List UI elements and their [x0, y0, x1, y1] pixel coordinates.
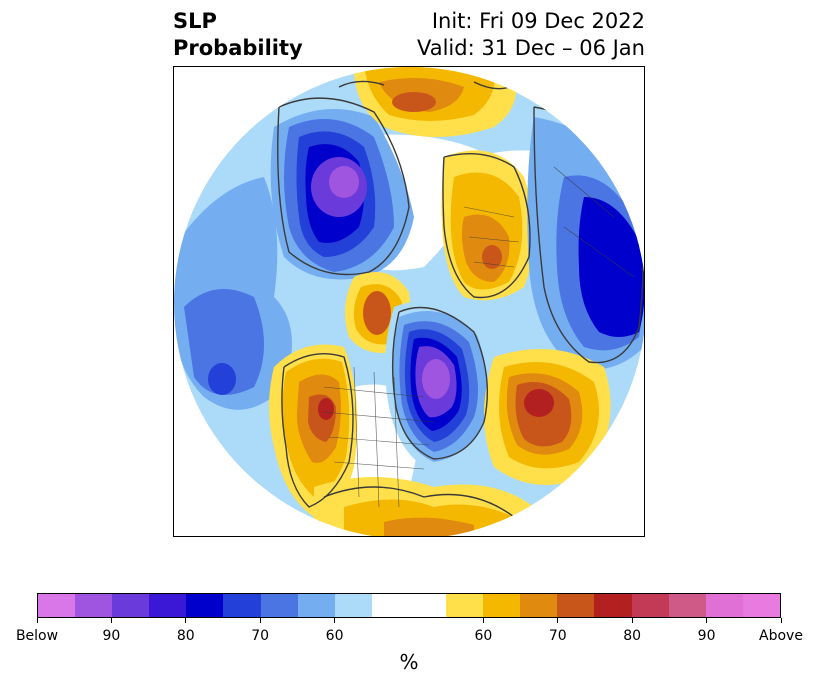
- blue-canada-anomaly: [385, 300, 498, 472]
- init-date: Init: Fri 09 Dec 2022: [431, 9, 645, 33]
- orange-europe-anomaly: [441, 150, 534, 301]
- blue-west-anomaly: [174, 177, 292, 410]
- colorbar-tick-label: 80: [176, 628, 195, 644]
- colorbar-swatch: [334, 594, 372, 617]
- colorbar-swatch: [742, 594, 780, 617]
- colorbar-tick-label: Above: [759, 628, 803, 644]
- borders: [323, 166, 635, 508]
- colorbar-swatch: [38, 594, 76, 617]
- colorbar-swatch: [371, 594, 409, 617]
- colorbar-tick-label: 90: [102, 628, 121, 644]
- colorbar-tick-label: 70: [251, 628, 270, 644]
- valid-range: Valid: 31 Dec – 06 Jan: [416, 36, 645, 60]
- colorbar-tick-label: 60: [474, 628, 493, 644]
- orange-south-anomaly: [314, 477, 534, 536]
- unit-label: %: [399, 650, 419, 674]
- colorbar-tick: [706, 618, 708, 623]
- map-title: SLP Probability: [173, 8, 303, 62]
- colorbar-swatch: [223, 594, 261, 617]
- colorbar-swatch: [520, 594, 558, 617]
- colorbar-swatch: [705, 594, 743, 617]
- colorbar-swatch: [594, 594, 632, 617]
- date-info: Init: Fri 09 Dec 2022 Valid: 31 Dec – 06…: [417, 8, 645, 62]
- colorbar-swatch: [408, 594, 447, 617]
- colorbar-tick-label: Below: [15, 628, 59, 644]
- colorbar-swatch: [149, 594, 187, 617]
- colorbar: [37, 593, 781, 618]
- blue-east-anomaly: [527, 117, 644, 370]
- colorbar-tick-label: 80: [623, 628, 642, 644]
- colorbar-tick: [259, 618, 261, 623]
- colorbar-tick: [36, 618, 38, 623]
- colorbar-tick: [110, 618, 112, 623]
- title-line-1: SLP: [173, 9, 217, 33]
- colorbar-swatch: [186, 594, 224, 617]
- title-line-2: Probability: [173, 36, 303, 60]
- probability-map: [174, 67, 644, 536]
- colorbar-swatch: [112, 594, 150, 617]
- colorbar-swatch: [446, 594, 484, 617]
- colorbar-tick-label: 70: [548, 628, 567, 644]
- colorbar-swatch: [631, 594, 669, 617]
- colorbar-tick: [557, 618, 559, 623]
- orange-atlantic-anomaly: [484, 349, 611, 485]
- colorbar-tick: [482, 618, 484, 623]
- map-panel: [173, 66, 645, 537]
- colorbar-tick: [631, 618, 633, 623]
- colorbar-tick: [780, 618, 782, 623]
- colorbar-tick-label: 90: [697, 628, 716, 644]
- colorbar-swatch: [557, 594, 595, 617]
- colorbar-swatch: [75, 594, 113, 617]
- blue-north-anomaly: [270, 109, 414, 280]
- colorbar-tick: [334, 618, 336, 623]
- colorbar-swatch: [260, 594, 298, 617]
- colorbar-tick-label: 60: [325, 628, 344, 644]
- orange-arctic-anomaly: [354, 67, 517, 137]
- colorbar-tick: [185, 618, 187, 623]
- colorbar-swatch: [668, 594, 706, 617]
- colorbar-swatch: [483, 594, 521, 617]
- colorbar-swatch: [297, 594, 335, 617]
